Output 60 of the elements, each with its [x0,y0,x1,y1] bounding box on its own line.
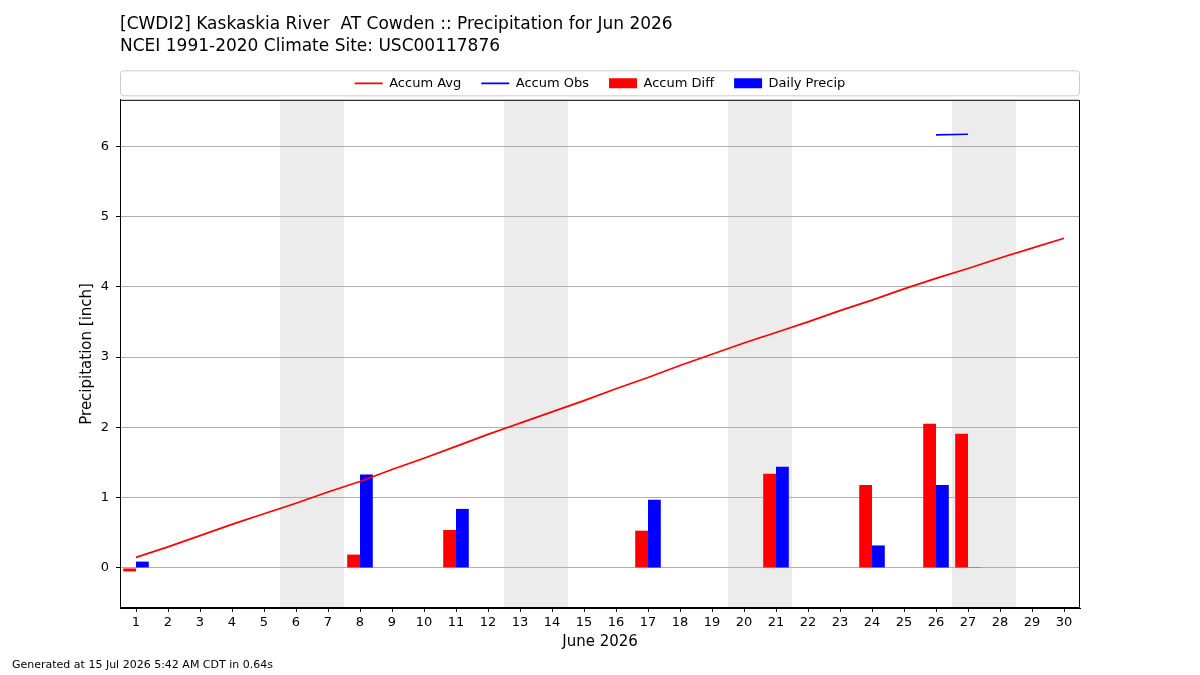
bar [776,466,789,568]
x-tick-label: 10 [415,614,433,630]
text: Generated at 15 Jul 2026 5:42 AM CDT in 0.64s [12,657,274,671]
x-tick-label: 1 [131,614,141,630]
chart-title: [CWDI2] Kaskaskia River AT Cowden :: Precipitation for Jun 2026 [120,12,673,33]
x-tick-label: 20 [735,614,753,630]
x-axis-title: June 2026 [561,631,638,650]
y-tick-label: 0 [100,559,109,575]
x-tick-label: 21 [767,614,785,630]
x-tick-label: 25 [895,614,913,630]
bar [872,545,885,568]
x-tick-label: 17 [639,614,657,630]
x-tick-label: 5 [259,614,269,630]
bar [123,568,136,572]
y-tick-label: 1 [100,489,109,505]
bar [955,433,968,568]
legend-label: Accum Avg [389,74,462,90]
x-tick-label: 19 [703,614,721,630]
x-tick-label: 9 [387,614,397,630]
bar [347,554,360,568]
y-tick-label: 5 [100,207,109,223]
legend-label: Accum Obs [515,74,590,90]
x-tick-label: 4 [227,614,237,630]
bar [859,484,872,568]
bar [360,474,373,568]
x-tick-label: 11 [447,614,465,630]
x-tick-label: 18 [671,614,689,630]
bar [648,499,661,568]
x-tick-label: 3 [195,614,205,630]
x-tick-label: 28 [991,614,1009,630]
x-tick-label: 23 [831,614,849,630]
x-tick-label: 13 [511,614,529,630]
x-tick-label: 2 [163,614,173,630]
x-tick-label: 6 [291,614,301,630]
x-tick-label: 26 [927,614,945,630]
x-tick-label: 24 [863,614,881,630]
x-tick-label: 27 [959,614,977,630]
bar [763,473,776,568]
y-tick-label: 3 [100,348,109,364]
x-tick-label: 29 [1023,614,1041,630]
y-tick-label: 4 [100,278,109,294]
bar [443,529,456,568]
x-tick-label: 12 [479,614,497,630]
x-tick-label: 30 [1055,614,1073,630]
y-tick-label: 2 [100,418,109,434]
x-tick-label: 16 [607,614,625,630]
legend-label: Accum Diff [643,74,716,90]
bar [936,484,949,568]
bar [923,423,936,568]
chart-subtitle: NCEI 1991-2020 Climate Site: USC00117876 [120,35,501,56]
x-tick-label: 8 [355,614,365,630]
x-tick-label: 22 [799,614,817,630]
bar [456,508,469,568]
y-axis-title: Precipitation [inch] [76,283,95,425]
bar [635,530,648,568]
legend-label: Daily Precip [768,74,846,90]
x-tick-label: 14 [543,614,561,630]
x-tick-label: 7 [323,614,333,630]
y-tick-label: 6 [100,137,109,153]
x-tick-label: 15 [575,614,593,630]
